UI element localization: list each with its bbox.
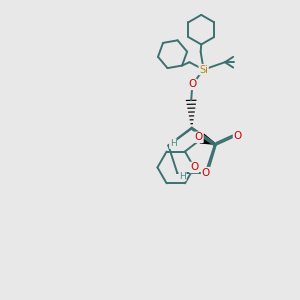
Text: O: O [202, 168, 210, 178]
Polygon shape [200, 134, 216, 144]
Text: H: H [170, 139, 176, 148]
Text: O: O [195, 132, 203, 142]
Text: H: H [179, 172, 186, 181]
Text: Si: Si [199, 64, 208, 75]
Text: O: O [190, 162, 198, 172]
Text: O: O [188, 80, 196, 89]
Text: O: O [233, 131, 242, 141]
